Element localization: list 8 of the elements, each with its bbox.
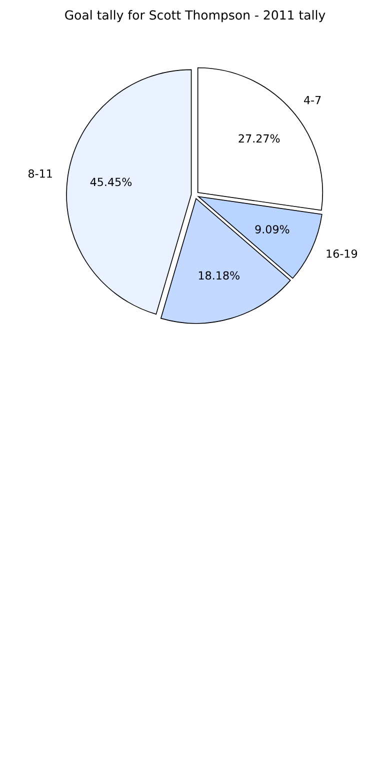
slice-label: 8-11 [28,169,52,178]
slice-label: 4-7 [304,96,321,104]
chart-title: Goal tally for Scott Thompson - 2011 tally [65,10,326,22]
slice-label: 16-19 [326,249,358,258]
data-label: 27.27% [238,134,280,143]
data-label: 45.45% [90,178,132,186]
data-label: 9.09% [255,225,290,234]
data-label: 18.18% [198,271,240,280]
